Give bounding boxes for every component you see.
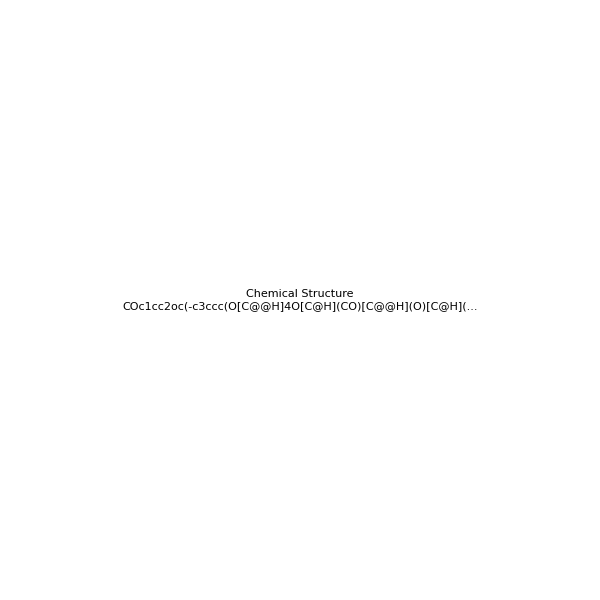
Text: Chemical Structure
COc1cc2oc(-c3ccc(O[C@@H]4O[C@H](CO)[C@@H](O)[C@H](...: Chemical Structure COc1cc2oc(-c3ccc(O[C@… [122, 289, 478, 311]
